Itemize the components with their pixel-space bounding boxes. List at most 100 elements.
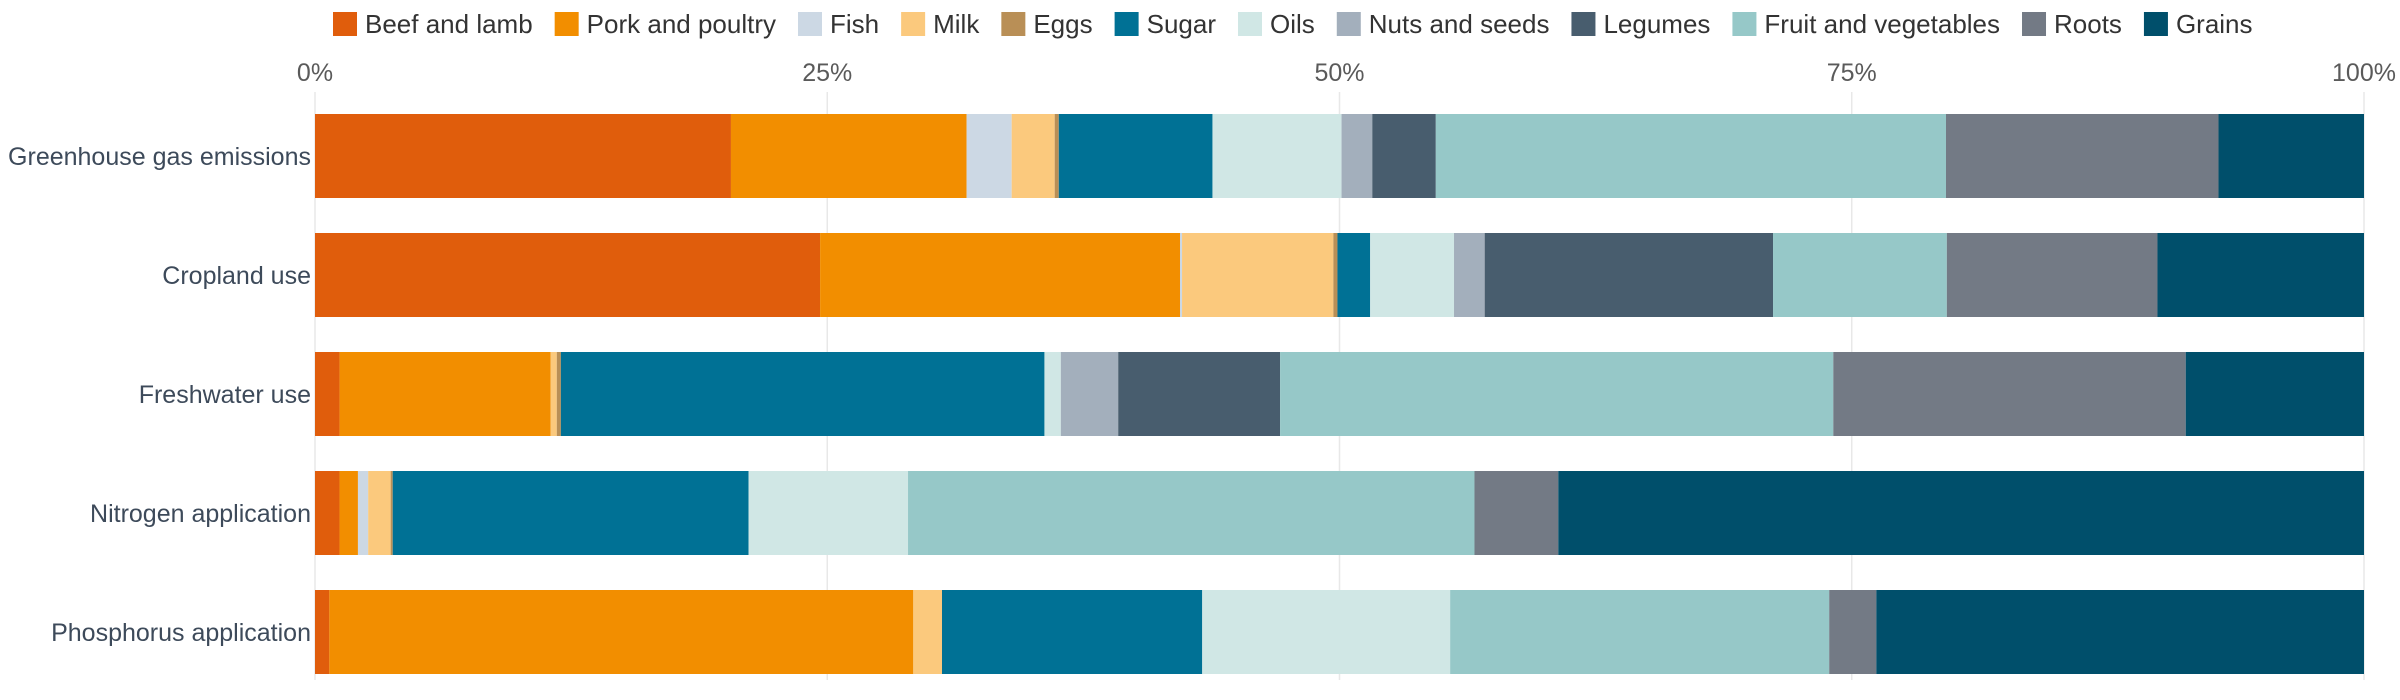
segment-grains — [2157, 233, 2364, 317]
segment-eggs — [1054, 114, 1059, 198]
segment-nuts-and-seeds — [1454, 233, 1485, 317]
segment-grains — [2185, 352, 2364, 436]
x-tick-label: 50% — [1314, 59, 1364, 87]
bar-cropland-use — [315, 233, 2364, 317]
category-label: Phosphorus application — [51, 619, 311, 647]
segment-oils — [1370, 233, 1455, 317]
segment-fruit-and-vegetables — [908, 471, 1475, 555]
segment-fish — [1179, 233, 1183, 317]
segment-milk — [1011, 114, 1055, 198]
segment-grains — [2218, 114, 2364, 198]
legend-swatch — [1238, 12, 1262, 36]
legend-label: Nuts and seeds — [1369, 9, 1550, 39]
legend-swatch — [1114, 12, 1139, 36]
legend-swatch — [2022, 12, 2047, 36]
legend-item-sugar: Sugar — [1114, 9, 1217, 39]
legend-item-eggs: Eggs — [1001, 9, 1093, 39]
x-tick-label: 75% — [1827, 59, 1877, 87]
segment-eggs — [390, 471, 393, 555]
legend-item-legumes: Legumes — [1571, 9, 1710, 39]
legend-label: Pork and poultry — [587, 9, 776, 39]
segment-oils — [1212, 114, 1342, 198]
segment-legumes — [1484, 233, 1774, 317]
segment-sugar — [392, 471, 749, 555]
segment-oils — [1202, 590, 1451, 674]
legend-item-roots: Roots — [2022, 9, 2122, 39]
legend-swatch — [554, 12, 579, 36]
legend-swatch — [2143, 12, 2168, 36]
segment-fruit-and-vegetables — [1450, 590, 1830, 674]
legend-swatch — [1732, 12, 1757, 36]
x-tick-label: 0% — [297, 59, 333, 87]
legend-swatch — [1001, 12, 1026, 36]
category-label: Cropland use — [162, 262, 311, 290]
segment-milk — [1182, 233, 1334, 317]
segment-oils — [748, 471, 909, 555]
category-label: Greenhouse gas emissions — [8, 143, 311, 171]
legend-label: Sugar — [1147, 9, 1217, 39]
legend-swatch — [901, 12, 926, 36]
legend-item-beef-and-lamb: Beef and lamb — [333, 9, 533, 39]
segment-beef-and-lamb — [315, 233, 821, 317]
segment-pork-and-poultry — [329, 590, 914, 674]
legend-item-pork-and-poultry: Pork and poultry — [554, 9, 776, 39]
segment-fruit-and-vegetables — [1280, 352, 1834, 436]
segment-nuts-and-seeds — [1341, 114, 1373, 198]
segment-fish — [357, 471, 369, 555]
segment-eggs — [556, 352, 561, 436]
segment-roots — [1829, 590, 1877, 674]
legend-item-grains: Grains — [2143, 9, 2253, 39]
segment-milk — [913, 590, 942, 674]
x-tick-label: 100% — [2332, 59, 2396, 87]
segment-legumes — [1372, 114, 1436, 198]
segment-fruit-and-vegetables — [1773, 233, 1947, 317]
legend-item-oils: Oils — [1238, 9, 1315, 39]
segment-fruit-and-vegetables — [1435, 114, 1947, 198]
bar-freshwater-use — [315, 352, 2364, 436]
segment-beef-and-lamb — [315, 471, 340, 555]
legend-label: Legumes — [1603, 9, 1710, 39]
segment-sugar — [1337, 233, 1371, 317]
legend-swatch — [798, 12, 822, 36]
segment-grains — [1876, 590, 2364, 674]
legend-label: Grains — [2176, 9, 2253, 39]
segment-pork-and-poultry — [730, 114, 967, 198]
segment-milk — [550, 352, 557, 436]
segment-pork-and-poultry — [339, 471, 358, 555]
legend-item-fish: Fish — [798, 9, 879, 39]
segment-oils — [1044, 352, 1061, 436]
segment-roots — [1833, 352, 2186, 436]
segment-beef-and-lamb — [315, 114, 731, 198]
segment-sugar — [560, 352, 1045, 436]
category-label: Nitrogen application — [90, 500, 311, 528]
segment-beef-and-lamb — [315, 590, 330, 674]
legend-label: Eggs — [1033, 9, 1092, 39]
legend-label: Beef and lamb — [365, 9, 533, 39]
legend-swatch — [1336, 12, 1361, 36]
segment-beef-and-lamb — [315, 352, 340, 436]
segment-roots — [1474, 471, 1559, 555]
legend-label: Roots — [2054, 9, 2122, 39]
y-axis: Greenhouse gas emissions Cropland use Fres… — [8, 143, 311, 647]
legend: Beef and lamb Pork and poultry Fish Milk Egg… — [333, 9, 2253, 39]
x-tick-label: 25% — [802, 59, 852, 87]
legend-item-milk: Milk — [901, 9, 980, 39]
segment-roots — [1946, 114, 2219, 198]
segment-eggs — [1333, 233, 1338, 317]
segment-grains — [1558, 471, 2364, 555]
segment-milk — [368, 471, 391, 555]
bar-phosphorus-application — [315, 590, 2364, 674]
legend-label: Oils — [1270, 9, 1315, 39]
legend-item-fruit-and-vegetables: Fruit and vegetables — [1732, 9, 2000, 39]
segment-sugar — [1058, 114, 1213, 198]
legend-label: Milk — [933, 9, 980, 39]
legend-swatch — [1571, 12, 1596, 36]
plot-area — [315, 114, 2364, 674]
segment-roots — [1946, 233, 2158, 317]
segment-fish — [966, 114, 1012, 198]
segment-pork-and-poultry — [820, 233, 1180, 317]
legend-item-nuts-and-seeds: Nuts and seeds — [1336, 9, 1550, 39]
segment-sugar — [941, 590, 1203, 674]
segment-legumes — [1118, 352, 1281, 436]
legend-label: Fish — [830, 9, 879, 39]
